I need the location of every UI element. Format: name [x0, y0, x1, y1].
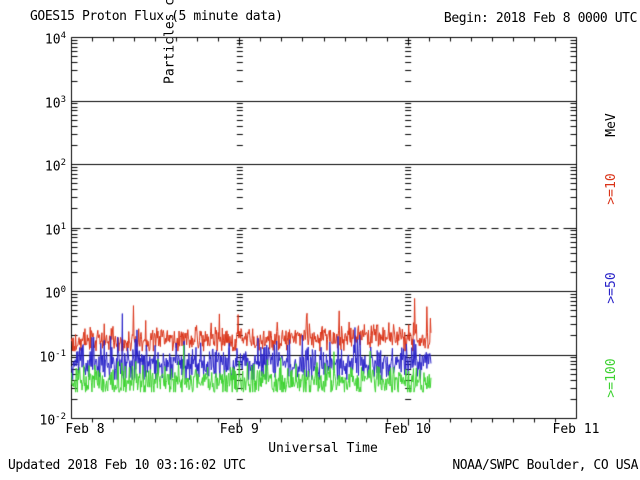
y-tick-label: 103	[44, 94, 66, 111]
x-tick-label: Feb 9	[219, 422, 259, 437]
legend-item-undefined: >=100	[604, 358, 619, 398]
legend-item-undefined: >=10	[604, 173, 619, 205]
y-tick-label: 10-1	[39, 348, 67, 365]
x-axis-title: Universal Time	[268, 441, 378, 456]
chart-title: GOES15 Proton Flux (5 minute data)	[30, 9, 283, 24]
x-tick-label: Feb 11	[552, 422, 600, 437]
x-tick-label: Feb 8	[65, 422, 105, 437]
y-axis-title: Particles cm-2s-1sr-1	[162, 0, 178, 84]
y-tick-label: 100	[44, 285, 66, 302]
y-tick-label: 10-2	[39, 412, 67, 429]
x-tick-label: Feb 10	[384, 422, 432, 437]
y-tick-label: 101	[44, 221, 66, 238]
source-credit: NOAA/SWPC Boulder, CO USA	[452, 458, 638, 473]
begin-timestamp: Begin: 2018 Feb 8 0000 UTC	[443, 11, 637, 26]
y-tick-label: 104	[44, 31, 66, 48]
updated-timestamp: Updated 2018 Feb 10 03:16:02 UTC	[8, 458, 246, 473]
y-tick-label: 102	[44, 158, 66, 175]
